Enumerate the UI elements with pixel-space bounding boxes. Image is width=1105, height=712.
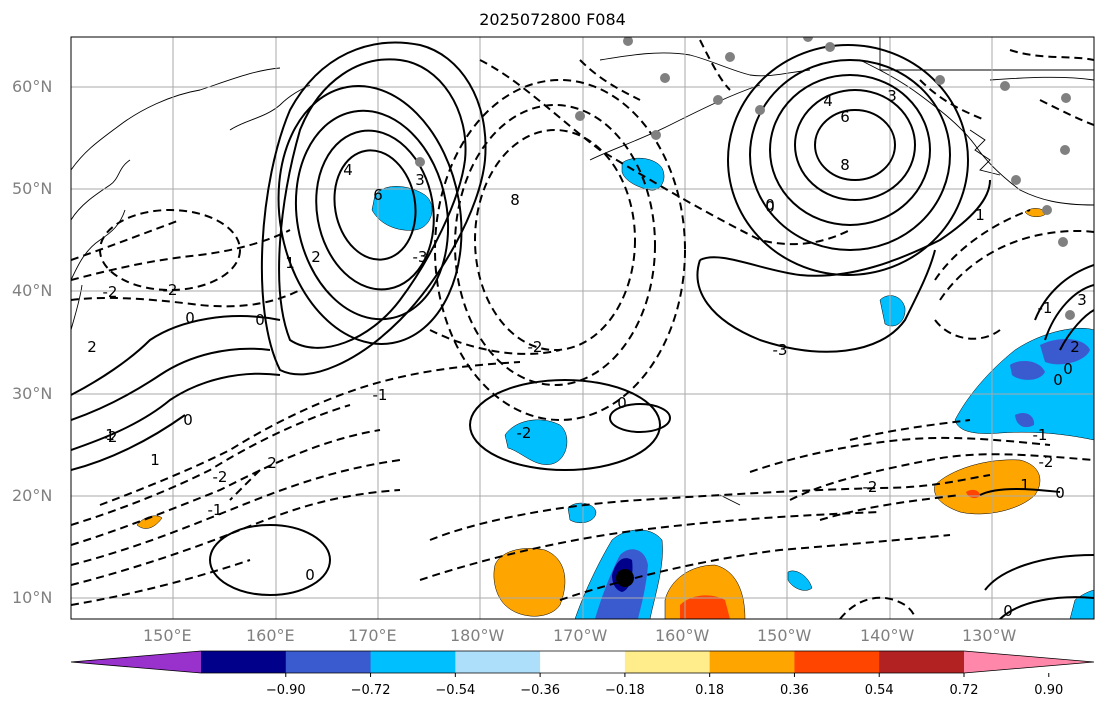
colorbar-label: 0.54 xyxy=(864,683,894,698)
gridlines xyxy=(71,37,1094,619)
lat-label: 50°N xyxy=(12,179,53,198)
contour-label: -2 xyxy=(163,281,178,299)
contour-label: -3 xyxy=(773,341,788,359)
map-title: 2025072800 F084 xyxy=(479,10,626,29)
contour-label: 8 xyxy=(840,156,850,174)
contour-label: -1 xyxy=(373,386,388,404)
contour-label: 0 xyxy=(305,566,315,584)
contour-label: 1 xyxy=(105,426,115,444)
lon-label: 150°W xyxy=(757,626,812,645)
contour-label: 3 xyxy=(887,87,897,105)
lon-label: 170°E xyxy=(348,626,397,645)
lon-label: 150°E xyxy=(143,626,192,645)
colorbar-label: −0.36 xyxy=(520,683,561,698)
colorbar-outline xyxy=(70,650,1095,674)
colorbar-segment xyxy=(285,651,372,673)
contour-label: 0 xyxy=(617,394,627,412)
contour-label: -2 xyxy=(213,468,228,486)
contour-label: 0 xyxy=(1063,360,1073,378)
contour-label: 1 xyxy=(1020,476,1030,494)
lon-label: 160°E xyxy=(246,626,295,645)
contour-label: 1 xyxy=(975,206,985,224)
contour-label: 4 xyxy=(823,92,833,110)
colorbar-segment xyxy=(370,651,456,673)
contour-label: -2 xyxy=(103,428,118,446)
colorbar-segment xyxy=(455,651,541,673)
contour-label: 2 xyxy=(267,454,277,472)
contour-label: 0 xyxy=(765,198,775,216)
colorbar-label: −0.72 xyxy=(350,683,391,698)
colorbar-segment xyxy=(624,651,711,673)
colorbar-label: 0.90 xyxy=(1034,683,1064,698)
contour-label: 6 xyxy=(840,108,850,126)
colorbar-extend-high xyxy=(964,651,1094,673)
contour-label: 8 xyxy=(510,191,520,209)
contour-label: 2 xyxy=(87,338,97,356)
contour-label: 0 xyxy=(1055,484,1065,502)
contour-label: 1 xyxy=(285,254,295,272)
colorbar-segment xyxy=(201,651,287,673)
colorbar-label: 0.36 xyxy=(779,683,809,698)
contour-label: 2 xyxy=(1070,338,1080,356)
lat-label: 40°N xyxy=(12,281,53,300)
colorbar-extend-low xyxy=(71,651,201,673)
contour-label: 3 xyxy=(415,171,425,189)
contour-label: 0 xyxy=(765,196,775,214)
negative-contours xyxy=(71,39,1094,619)
contour-label: -2 xyxy=(528,338,543,356)
contour-label: -2 xyxy=(863,478,878,496)
contour-label: 6 xyxy=(373,186,383,204)
colorbar-segment xyxy=(709,651,795,673)
contour-label: 1 xyxy=(150,451,160,469)
plot-frame xyxy=(70,36,1095,620)
positive-contours xyxy=(71,41,1094,619)
contour-label: 4 xyxy=(343,161,353,179)
colorbar-label: −0.54 xyxy=(435,683,476,698)
contour-label: 0 xyxy=(255,311,265,329)
colorbar-label: 0.72 xyxy=(949,683,979,698)
colorbar-label: −0.90 xyxy=(265,683,306,698)
colorbar-label: 0.18 xyxy=(695,683,725,698)
contour-label: 3 xyxy=(1077,291,1087,309)
lat-label: 30°N xyxy=(12,384,53,403)
contour-label: -2 xyxy=(103,283,118,301)
lon-label: 180°W xyxy=(450,626,505,645)
lat-label: 20°N xyxy=(12,486,53,505)
shaded-field xyxy=(136,157,1094,619)
contour-label: -3 xyxy=(413,248,428,266)
contour-label: -1 xyxy=(1033,426,1048,444)
lon-label: 160°W xyxy=(655,626,710,645)
contour-label: -1 xyxy=(208,501,223,519)
lon-label: 140°W xyxy=(860,626,915,645)
colorbar-label: −0.18 xyxy=(604,683,645,698)
contour-label: 0 xyxy=(1053,371,1063,389)
contour-label: 0 xyxy=(183,411,193,429)
contour-label: -1 xyxy=(1038,299,1053,317)
contour-label: 0 xyxy=(185,309,195,327)
contour-label: -2 xyxy=(517,424,532,442)
lon-label: 130°W xyxy=(962,626,1017,645)
contour-label: 2 xyxy=(311,248,321,266)
lat-label: 60°N xyxy=(12,77,53,96)
storm-marker xyxy=(616,569,634,587)
lat-label: 10°N xyxy=(12,588,53,607)
contour-label: -2 xyxy=(1039,453,1054,471)
colorbar-segment xyxy=(879,651,965,673)
colorbar-segment xyxy=(540,651,626,673)
colorbar xyxy=(70,650,1095,677)
station-markers xyxy=(415,37,1075,320)
lon-label: 170°W xyxy=(553,626,608,645)
colorbar-segment xyxy=(794,651,880,673)
contour-label: 0 xyxy=(1003,602,1013,620)
coastlines xyxy=(71,37,1094,506)
